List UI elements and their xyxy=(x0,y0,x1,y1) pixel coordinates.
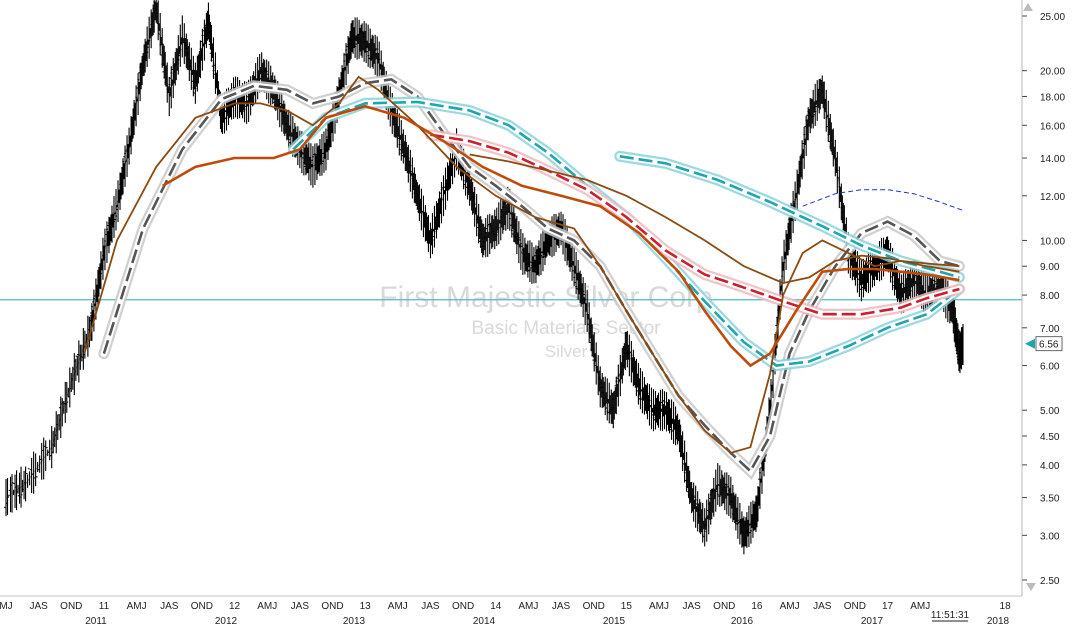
scroll-down-icon[interactable] xyxy=(1026,583,1036,591)
watermark-title: First Majestic Silver Corp xyxy=(379,281,712,314)
y-tick-label: 7.00 xyxy=(1040,324,1060,335)
y-tick-label: 8.00 xyxy=(1040,291,1060,302)
x-tick-label: AMJ xyxy=(127,601,147,612)
x-axis: MJ JAS OND 11 AMJ JAS OND 12 AMJ JAS OND 13 AMJ JAS ON… xyxy=(0,595,1022,627)
y-tick-label: 3.00 xyxy=(1040,531,1060,542)
scroll-up-icon[interactable] xyxy=(1023,3,1033,11)
watermark-sector: Basic Materials Sector xyxy=(471,318,661,339)
x-tick-label: OND xyxy=(60,601,82,612)
price-bars xyxy=(4,0,964,555)
ma_brown_long-line[interactable] xyxy=(83,75,960,454)
x-tick-label: MJ xyxy=(0,601,13,612)
x-tick-label: AMJ xyxy=(910,601,930,612)
x-tick-label: OND xyxy=(452,601,474,612)
x-tick-label: 16 xyxy=(751,601,763,612)
x-tick-label: OND xyxy=(321,601,343,612)
y-tick-label: 6.00 xyxy=(1040,362,1060,373)
x-year-label: 2017 xyxy=(861,616,884,627)
x-tick-label: 12 xyxy=(229,601,241,612)
watermark-industry: Silver xyxy=(545,342,588,361)
last-price-label: 6.56 xyxy=(1039,340,1059,351)
last-price-box xyxy=(1035,336,1063,352)
x-tick-label: 18 xyxy=(1000,601,1012,612)
x-year-label: 2018 xyxy=(987,616,1010,627)
x-tick-label: 11 xyxy=(99,601,110,612)
ma_teal_upper-line[interactable] xyxy=(619,155,960,279)
x-tick-label: AMJ xyxy=(257,601,277,612)
x-tick-label: JAS xyxy=(682,601,701,612)
y-tick-label: 20.00 xyxy=(1040,67,1065,78)
x-tick-label: JAS xyxy=(29,601,48,612)
price-trace xyxy=(5,6,964,537)
watermark: First Majestic Silver Corp Basic Materia… xyxy=(379,281,712,361)
ma_gray-line[interactable] xyxy=(102,78,960,474)
x-tick-label: JAS xyxy=(160,601,179,612)
y-tick-label: 9.00 xyxy=(1040,262,1060,273)
series-layer xyxy=(4,0,965,555)
ma_brown_mid-line[interactable] xyxy=(469,153,960,285)
x-year-label: 2011 xyxy=(85,616,107,627)
x-tick-label: JAS xyxy=(421,601,440,612)
x-tick-label: AMJ xyxy=(649,601,669,612)
x-tick-label: OND xyxy=(583,601,605,612)
y-tick-label: 4.50 xyxy=(1040,432,1060,443)
x-tick-label: 15 xyxy=(621,601,633,612)
x-tick-label: AMJ xyxy=(780,601,800,612)
x-year-label: 2012 xyxy=(215,616,238,627)
y-tick-label: 4.00 xyxy=(1040,461,1060,472)
x-tick-label: AMJ xyxy=(518,601,538,612)
y-tick-label: 5.00 xyxy=(1040,406,1060,417)
x-year-label: 2014 xyxy=(473,616,496,627)
x-year-label: 2015 xyxy=(603,616,626,627)
x-year-label: 2016 xyxy=(731,616,754,627)
x-tick-label: JAS xyxy=(291,601,310,612)
x-tick-label: OND xyxy=(713,601,735,612)
x-tick-label: 17 xyxy=(882,601,894,612)
x-tick-label: JAS xyxy=(813,601,832,612)
x-tick-label: OND xyxy=(191,601,213,612)
ma_blue_dash-line[interactable] xyxy=(802,189,964,211)
y-axis: 25.00 20.00 18.00 16.00 14.00 12.00 10.00 9.00 8… xyxy=(1021,0,1065,596)
y-tick-label: 10.00 xyxy=(1040,236,1065,247)
last-price-marker: 6.56 xyxy=(1025,336,1063,352)
x-tick-label: JAS xyxy=(552,601,571,612)
last-price-arrow-icon xyxy=(1025,338,1035,349)
x-tick-label: 14 xyxy=(490,601,502,612)
y-tick-label: 3.50 xyxy=(1040,494,1060,505)
time-label-group: 11:51:31 xyxy=(931,610,970,622)
y-tick-label: 18.00 xyxy=(1040,92,1065,103)
time-label: 11:51:31 xyxy=(931,610,970,621)
corner-arrows xyxy=(1023,3,1036,591)
x-tick-label: AMJ xyxy=(388,601,408,612)
x-tick-label: 13 xyxy=(360,601,372,612)
ma_orange-line[interactable] xyxy=(162,104,960,368)
y-tick-label: 2.50 xyxy=(1040,576,1060,587)
ma_red-line[interactable] xyxy=(430,133,960,316)
y-tick-label: 16.00 xyxy=(1040,121,1065,132)
y-tick-label: 14.00 xyxy=(1040,154,1065,165)
x-year-label: 2013 xyxy=(343,616,366,627)
y-tick-label: 12.00 xyxy=(1040,192,1065,203)
y-tick-label: 25.00 xyxy=(1040,12,1065,23)
x-tick-label: OND xyxy=(844,601,866,612)
